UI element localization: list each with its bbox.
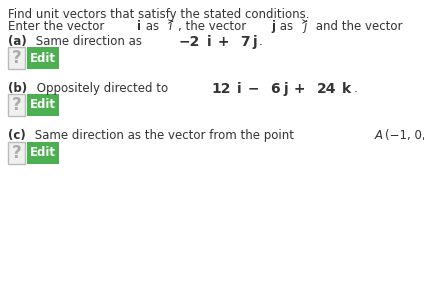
- Text: k: k: [342, 82, 351, 96]
- FancyBboxPatch shape: [8, 94, 25, 116]
- Text: as: as: [276, 20, 297, 33]
- Text: A: A: [375, 129, 383, 142]
- Text: Edit: Edit: [30, 99, 56, 112]
- Text: as: as: [142, 20, 163, 33]
- Text: −: −: [243, 82, 265, 96]
- Text: j: j: [303, 20, 310, 33]
- FancyBboxPatch shape: [27, 142, 59, 164]
- Text: j: j: [283, 82, 287, 96]
- Text: j: j: [271, 20, 275, 33]
- Text: i: i: [206, 35, 211, 49]
- Text: .: .: [259, 35, 262, 48]
- FancyBboxPatch shape: [8, 47, 25, 69]
- Text: Find unit vectors that satisfy the stated conditions.: Find unit vectors that satisfy the state…: [8, 8, 310, 21]
- Text: Edit: Edit: [30, 147, 56, 160]
- Text: Same direction as: Same direction as: [32, 35, 146, 48]
- Text: +: +: [212, 35, 234, 49]
- Text: Enter the vector: Enter the vector: [8, 20, 108, 33]
- Text: 6: 6: [271, 82, 280, 96]
- Text: −2: −2: [179, 35, 201, 49]
- Text: i: i: [237, 82, 242, 96]
- FancyBboxPatch shape: [8, 142, 25, 164]
- FancyBboxPatch shape: [27, 47, 59, 69]
- Text: ?: ?: [11, 144, 21, 162]
- Text: 24: 24: [317, 82, 336, 96]
- Text: i: i: [169, 20, 176, 33]
- Text: 12: 12: [212, 82, 232, 96]
- FancyBboxPatch shape: [27, 94, 59, 116]
- Text: and the vector: and the vector: [312, 20, 407, 33]
- Text: j: j: [253, 35, 257, 49]
- Text: (c): (c): [8, 129, 26, 142]
- Text: 7: 7: [240, 35, 250, 49]
- Text: (−1, 0, 3): (−1, 0, 3): [385, 129, 424, 142]
- Text: (b): (b): [8, 82, 27, 95]
- Text: +: +: [289, 82, 310, 96]
- Text: .: .: [354, 82, 357, 95]
- Text: , the vector: , the vector: [179, 20, 250, 33]
- Text: Oppositely directed to: Oppositely directed to: [33, 82, 172, 95]
- Text: ?: ?: [11, 49, 21, 67]
- Text: Edit: Edit: [30, 52, 56, 65]
- Text: i: i: [137, 20, 141, 33]
- Text: Same direction as the vector from the point: Same direction as the vector from the po…: [31, 129, 298, 142]
- Text: ?: ?: [11, 96, 21, 114]
- Text: (a): (a): [8, 35, 27, 48]
